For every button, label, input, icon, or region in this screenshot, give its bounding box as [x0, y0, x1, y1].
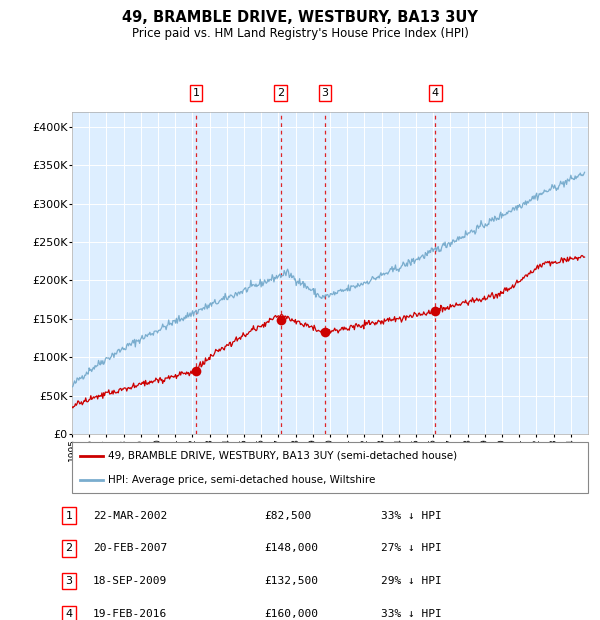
Text: HPI: Average price, semi-detached house, Wiltshire: HPI: Average price, semi-detached house,…	[108, 475, 376, 485]
Text: 33% ↓ HPI: 33% ↓ HPI	[381, 609, 442, 619]
Text: 4: 4	[65, 609, 73, 619]
FancyBboxPatch shape	[72, 442, 588, 493]
Text: £160,000: £160,000	[264, 609, 318, 619]
Text: Price paid vs. HM Land Registry's House Price Index (HPI): Price paid vs. HM Land Registry's House …	[131, 27, 469, 40]
Text: 1: 1	[193, 88, 200, 98]
Text: 2: 2	[277, 88, 284, 98]
Text: 2: 2	[65, 543, 73, 554]
Text: 33% ↓ HPI: 33% ↓ HPI	[381, 510, 442, 521]
Text: 49, BRAMBLE DRIVE, WESTBURY, BA13 3UY (semi-detached house): 49, BRAMBLE DRIVE, WESTBURY, BA13 3UY (s…	[108, 451, 457, 461]
Text: 19-FEB-2016: 19-FEB-2016	[93, 609, 167, 619]
Text: 1: 1	[65, 510, 73, 521]
Text: 49, BRAMBLE DRIVE, WESTBURY, BA13 3UY: 49, BRAMBLE DRIVE, WESTBURY, BA13 3UY	[122, 10, 478, 25]
Text: £82,500: £82,500	[264, 510, 311, 521]
Text: 20-FEB-2007: 20-FEB-2007	[93, 543, 167, 554]
Text: 18-SEP-2009: 18-SEP-2009	[93, 576, 167, 587]
Text: 27% ↓ HPI: 27% ↓ HPI	[381, 543, 442, 554]
Text: 3: 3	[65, 576, 73, 587]
Text: 22-MAR-2002: 22-MAR-2002	[93, 510, 167, 521]
Text: £132,500: £132,500	[264, 576, 318, 587]
Text: 4: 4	[432, 88, 439, 98]
Text: 3: 3	[322, 88, 329, 98]
Text: £148,000: £148,000	[264, 543, 318, 554]
Text: 29% ↓ HPI: 29% ↓ HPI	[381, 576, 442, 587]
